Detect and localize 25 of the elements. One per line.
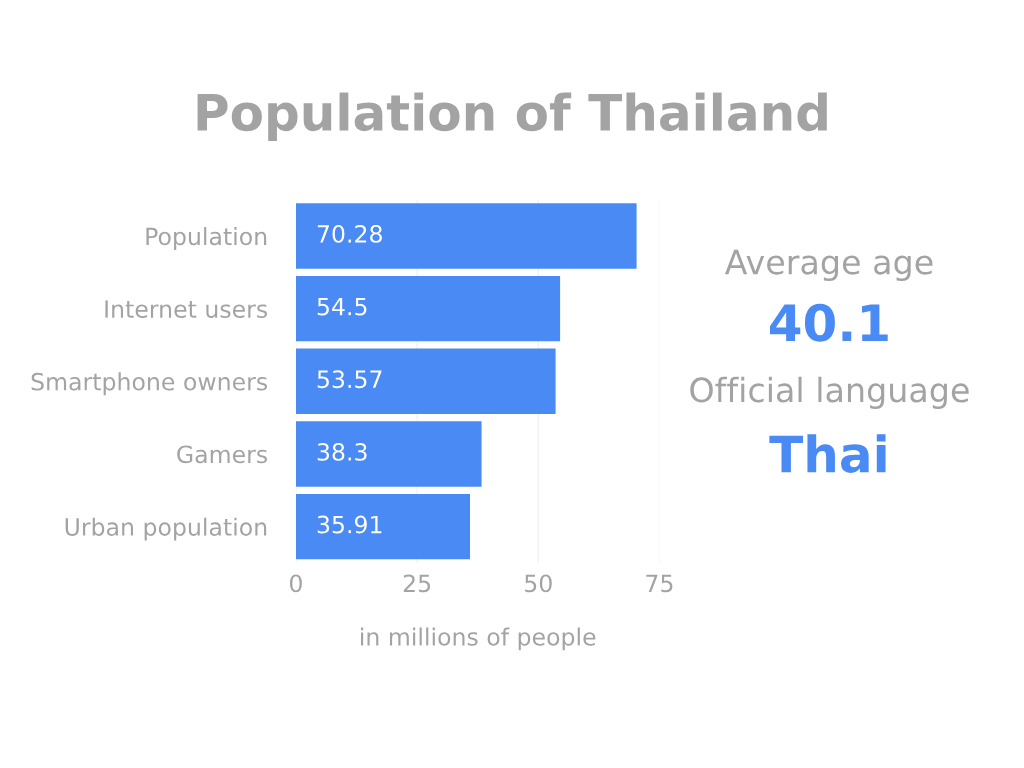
x-axis-title: in millions of people <box>361 627 596 651</box>
text: Average age <box>724 249 933 282</box>
x-tick-label: 25 <box>403 574 431 593</box>
y-tick-label: Gamers <box>177 445 268 464</box>
chart-title: Population of Thailand <box>197 92 827 141</box>
y-tick-label: Urban population <box>65 517 267 541</box>
text: Official language <box>690 376 969 409</box>
data-label: 35.91 <box>317 515 382 534</box>
bar <box>295 348 556 415</box>
x-tick-label: 0 <box>289 574 302 593</box>
y-tick-label: Population <box>146 227 267 250</box>
data-label: 54.5 <box>317 297 367 316</box>
bar <box>295 493 470 560</box>
data-label: 70.28 <box>317 225 382 243</box>
bar <box>295 203 637 269</box>
y-tick-label: Smartphone owners <box>31 372 268 396</box>
data-label: 53.57 <box>317 370 382 389</box>
bar <box>295 275 561 342</box>
x-tick-label: 75 <box>646 574 673 593</box>
y-tick-label: Internet users <box>105 300 268 318</box>
text: Thai <box>769 434 886 473</box>
x-tick-label: 50 <box>525 574 552 593</box>
data-label: 38.3 <box>317 442 367 461</box>
text: 40.1 <box>770 303 888 342</box>
bar <box>295 421 482 487</box>
